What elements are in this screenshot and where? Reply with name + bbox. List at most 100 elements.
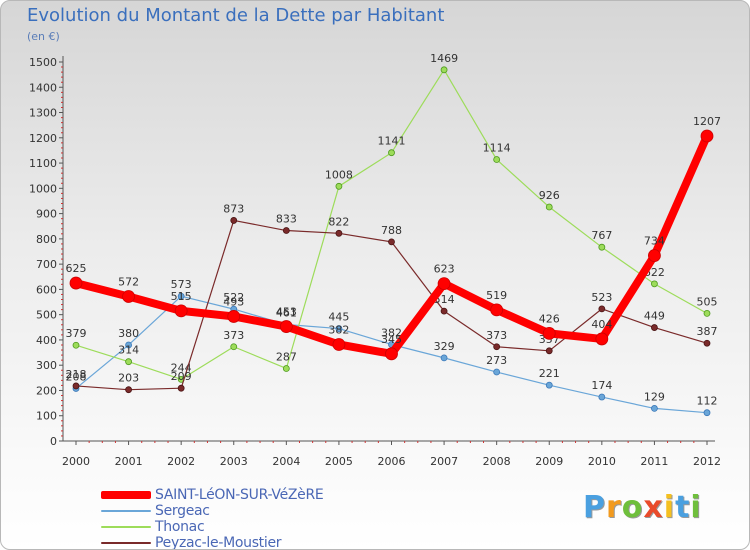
data-label: 767 bbox=[591, 229, 612, 242]
data-label: 573 bbox=[171, 278, 192, 291]
y-tick-label: 700 bbox=[36, 258, 57, 271]
y-tick-label: 1300 bbox=[29, 107, 57, 120]
data-label: 1469 bbox=[430, 52, 458, 65]
proxiti-logo: Proxiti bbox=[583, 490, 702, 525]
data-point bbox=[648, 249, 661, 262]
data-point bbox=[598, 243, 606, 251]
data-label: 345 bbox=[381, 333, 402, 346]
x-tick-label: 2008 bbox=[483, 455, 511, 468]
data-point bbox=[335, 229, 343, 237]
logo-letter: P bbox=[583, 490, 606, 525]
data-label: 129 bbox=[644, 390, 665, 403]
y-tick-label: 0 bbox=[50, 435, 57, 448]
data-point bbox=[700, 129, 714, 143]
y-tick-label: 1200 bbox=[29, 132, 57, 145]
legend-item: SAINT-LéON-SUR-VéZèRE bbox=[101, 487, 324, 503]
data-label: 523 bbox=[591, 291, 612, 304]
data-label: 1207 bbox=[693, 115, 721, 128]
data-point bbox=[388, 149, 395, 157]
legend-item: Thonac bbox=[101, 519, 323, 535]
data-label: 221 bbox=[539, 367, 560, 380]
data-point bbox=[542, 326, 556, 340]
data-point bbox=[490, 303, 504, 317]
x-tick-label: 2006 bbox=[378, 455, 406, 468]
legend-swatch bbox=[101, 491, 151, 499]
data-label: 329 bbox=[434, 340, 455, 353]
data-point bbox=[279, 320, 293, 333]
data-label: 387 bbox=[697, 325, 718, 338]
data-point bbox=[335, 325, 343, 332]
legend-label: Sergeac bbox=[155, 503, 210, 519]
data-label: 873 bbox=[223, 202, 244, 215]
data-point bbox=[703, 339, 711, 347]
logo-letter: i bbox=[690, 490, 702, 525]
data-label: 493 bbox=[223, 295, 244, 308]
data-point bbox=[440, 307, 448, 315]
data-label: 623 bbox=[434, 263, 455, 276]
data-label: 519 bbox=[486, 289, 507, 302]
data-point bbox=[282, 227, 290, 234]
legend-label: SAINT-LéON-SUR-VéZèRE bbox=[155, 487, 324, 503]
data-point bbox=[545, 203, 553, 211]
data-point bbox=[651, 280, 658, 288]
x-tick-label: 2010 bbox=[588, 455, 616, 468]
data-label: 373 bbox=[486, 329, 507, 342]
data-point bbox=[440, 354, 448, 362]
data-label: 379 bbox=[66, 327, 87, 340]
x-tick-label: 2005 bbox=[325, 455, 353, 468]
data-point bbox=[545, 347, 553, 355]
data-point bbox=[493, 368, 501, 376]
data-label: 314 bbox=[118, 344, 139, 357]
data-label: 218 bbox=[66, 368, 87, 381]
data-label: 449 bbox=[644, 310, 665, 323]
data-label: 522 bbox=[223, 291, 244, 304]
data-label: 273 bbox=[486, 354, 507, 367]
data-point bbox=[177, 384, 185, 392]
data-point bbox=[651, 324, 658, 331]
legend-swatch bbox=[101, 510, 151, 512]
legend-label: Peyzac-le-Moustier bbox=[155, 535, 282, 550]
data-label: 822 bbox=[328, 215, 349, 228]
data-label: 174 bbox=[591, 379, 612, 392]
y-tick-label: 1500 bbox=[29, 56, 57, 69]
data-point bbox=[332, 338, 346, 351]
data-point bbox=[388, 238, 395, 246]
data-label: 208 bbox=[66, 370, 87, 383]
x-tick-label: 2011 bbox=[640, 455, 668, 468]
chart-title: Evolution du Montant de la Dette par Hab… bbox=[27, 5, 445, 26]
chart-unit-label: (en €) bbox=[27, 30, 60, 43]
data-point bbox=[493, 343, 501, 351]
data-label: 380 bbox=[118, 327, 139, 340]
x-tick-label: 2007 bbox=[430, 455, 458, 468]
data-point bbox=[598, 393, 606, 401]
data-label: 382 bbox=[328, 323, 349, 336]
y-tick-label: 500 bbox=[36, 309, 57, 322]
data-label: 382 bbox=[381, 326, 402, 339]
legend-label: Thonac bbox=[155, 519, 205, 535]
x-tick-label: 2000 bbox=[62, 455, 90, 468]
data-label: 287 bbox=[276, 350, 297, 363]
data-point bbox=[437, 277, 451, 290]
data-label: 1141 bbox=[378, 135, 406, 148]
y-tick-label: 1100 bbox=[29, 157, 57, 170]
data-point bbox=[72, 382, 80, 390]
data-label: 625 bbox=[66, 262, 87, 275]
legend-item: Sergeac bbox=[101, 503, 323, 519]
data-point bbox=[703, 409, 711, 417]
data-label: 833 bbox=[276, 213, 297, 226]
data-label: 426 bbox=[539, 312, 560, 325]
data-label: 734 bbox=[644, 235, 665, 248]
data-label: 373 bbox=[223, 329, 244, 342]
data-label: 209 bbox=[171, 370, 192, 383]
data-label: 461 bbox=[276, 307, 297, 320]
y-tick-label: 1000 bbox=[29, 182, 57, 195]
data-point bbox=[69, 276, 83, 290]
legend-swatch bbox=[101, 526, 151, 528]
logo-letter: t bbox=[675, 490, 691, 525]
x-tick-label: 2001 bbox=[115, 455, 143, 468]
data-point bbox=[335, 182, 343, 190]
data-label: 1114 bbox=[483, 142, 511, 155]
y-tick-label: 400 bbox=[36, 334, 57, 347]
data-point bbox=[125, 358, 132, 366]
legend-item: Peyzac-le-Moustier bbox=[101, 535, 323, 550]
